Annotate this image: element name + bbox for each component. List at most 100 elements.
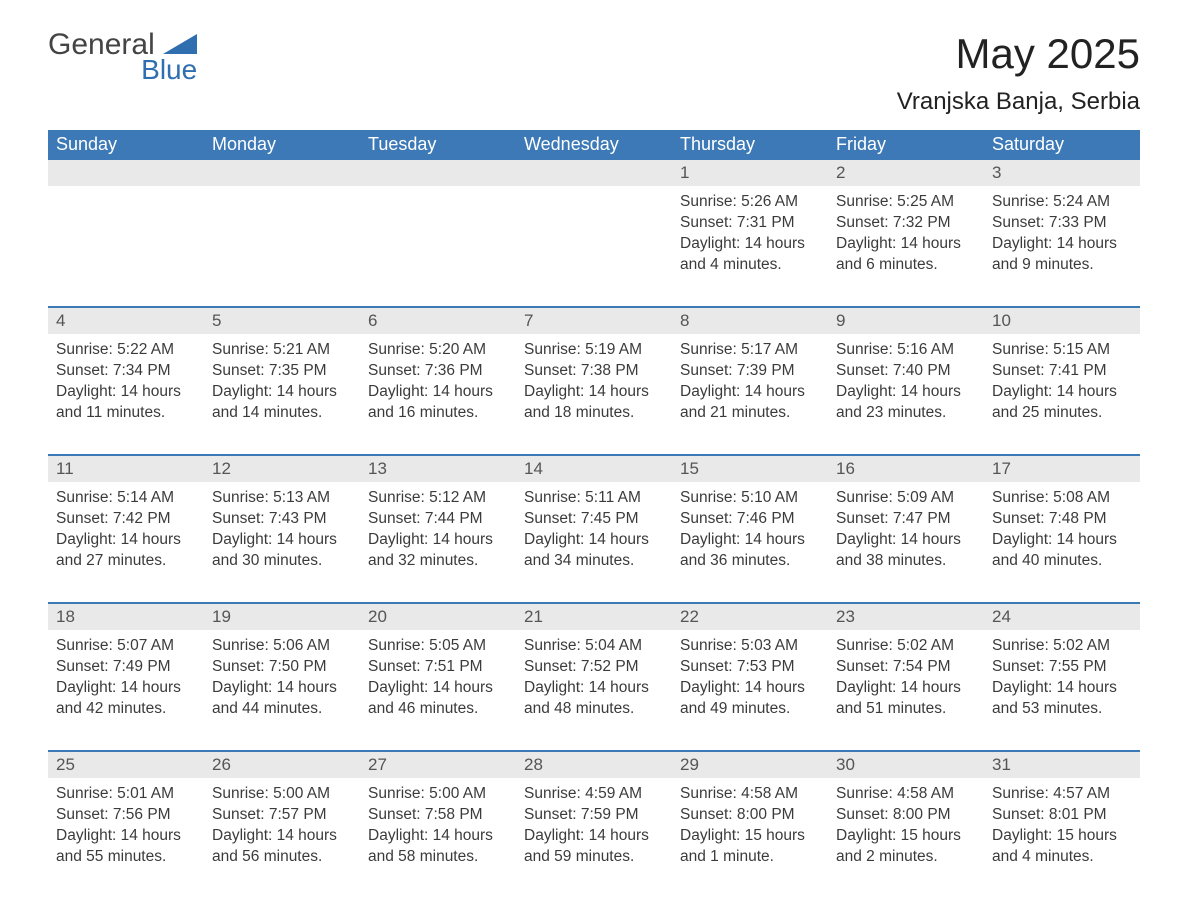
weekday-header: Monday [204,130,360,160]
sunset-line: Sunset: 7:44 PM [368,509,508,530]
sunrise-line: Sunrise: 5:20 AM [368,340,508,361]
calendar-week: 25262728293031Sunrise: 5:01 AMSunset: 7:… [48,750,1140,878]
sunset-line: Sunset: 7:55 PM [992,657,1132,678]
day-number [204,160,360,186]
day-number: 9 [828,308,984,334]
day-cell [48,186,204,286]
day-cell: Sunrise: 4:58 AMSunset: 8:00 PMDaylight:… [672,778,828,878]
day-cell: Sunrise: 5:00 AMSunset: 7:57 PMDaylight:… [204,778,360,878]
sunrise-line: Sunrise: 4:58 AM [836,784,976,805]
daylight-line: Daylight: 14 hours and 30 minutes. [212,530,352,572]
sunrise-line: Sunrise: 5:25 AM [836,192,976,213]
daylight-line: Daylight: 14 hours and 11 minutes. [56,382,196,424]
day-cell [204,186,360,286]
weekday-header: Tuesday [360,130,516,160]
day-number: 26 [204,752,360,778]
sunrise-line: Sunrise: 5:19 AM [524,340,664,361]
day-cell: Sunrise: 5:15 AMSunset: 7:41 PMDaylight:… [984,334,1140,434]
daylight-line: Daylight: 14 hours and 42 minutes. [56,678,196,720]
daylight-line: Daylight: 14 hours and 48 minutes. [524,678,664,720]
sunrise-line: Sunrise: 5:11 AM [524,488,664,509]
day-cell [360,186,516,286]
sunrise-line: Sunrise: 5:04 AM [524,636,664,657]
sunrise-line: Sunrise: 4:58 AM [680,784,820,805]
day-cell: Sunrise: 5:22 AMSunset: 7:34 PMDaylight:… [48,334,204,434]
day-number: 1 [672,160,828,186]
location-subtitle: Vranjska Banja, Serbia [897,88,1140,116]
day-number: 17 [984,456,1140,482]
day-number: 27 [360,752,516,778]
sunset-line: Sunset: 7:38 PM [524,361,664,382]
daylight-line: Daylight: 14 hours and 21 minutes. [680,382,820,424]
day-cell: Sunrise: 5:26 AMSunset: 7:31 PMDaylight:… [672,186,828,286]
day-number: 29 [672,752,828,778]
sunset-line: Sunset: 7:31 PM [680,213,820,234]
day-cell: Sunrise: 5:02 AMSunset: 7:55 PMDaylight:… [984,630,1140,730]
sunset-line: Sunset: 7:42 PM [56,509,196,530]
day-number: 25 [48,752,204,778]
day-number: 23 [828,604,984,630]
day-number: 2 [828,160,984,186]
sunrise-line: Sunrise: 5:02 AM [992,636,1132,657]
day-cell: Sunrise: 5:00 AMSunset: 7:58 PMDaylight:… [360,778,516,878]
day-cell: Sunrise: 5:24 AMSunset: 7:33 PMDaylight:… [984,186,1140,286]
day-cell: Sunrise: 5:19 AMSunset: 7:38 PMDaylight:… [516,334,672,434]
daylight-line: Daylight: 14 hours and 34 minutes. [524,530,664,572]
sunrise-line: Sunrise: 5:06 AM [212,636,352,657]
day-cell: Sunrise: 5:08 AMSunset: 7:48 PMDaylight:… [984,482,1140,582]
daylight-line: Daylight: 14 hours and 27 minutes. [56,530,196,572]
sunset-line: Sunset: 7:46 PM [680,509,820,530]
sunset-line: Sunset: 7:40 PM [836,361,976,382]
calendar-week: 123Sunrise: 5:26 AMSunset: 7:31 PMDaylig… [48,160,1140,286]
day-cell: Sunrise: 5:04 AMSunset: 7:52 PMDaylight:… [516,630,672,730]
day-cell: Sunrise: 5:06 AMSunset: 7:50 PMDaylight:… [204,630,360,730]
daylight-line: Daylight: 14 hours and 32 minutes. [368,530,508,572]
sunrise-line: Sunrise: 4:59 AM [524,784,664,805]
sunset-line: Sunset: 7:41 PM [992,361,1132,382]
daylight-line: Daylight: 14 hours and 6 minutes. [836,234,976,276]
day-number-row: 123 [48,160,1140,186]
daylight-line: Daylight: 15 hours and 4 minutes. [992,826,1132,868]
sunset-line: Sunset: 8:01 PM [992,805,1132,826]
day-number: 19 [204,604,360,630]
day-number: 10 [984,308,1140,334]
day-number: 16 [828,456,984,482]
sunset-line: Sunset: 7:35 PM [212,361,352,382]
sunrise-line: Sunrise: 5:22 AM [56,340,196,361]
weekday-header: Sunday [48,130,204,160]
day-number-row: 11121314151617 [48,456,1140,482]
title-block: May 2025 Vranjska Banja, Serbia [897,30,1140,116]
day-cell: Sunrise: 5:10 AMSunset: 7:46 PMDaylight:… [672,482,828,582]
day-cell: Sunrise: 4:59 AMSunset: 7:59 PMDaylight:… [516,778,672,878]
daylight-line: Daylight: 14 hours and 9 minutes. [992,234,1132,276]
daylight-line: Daylight: 14 hours and 46 minutes. [368,678,508,720]
sunrise-line: Sunrise: 5:17 AM [680,340,820,361]
sunset-line: Sunset: 7:51 PM [368,657,508,678]
day-cell: Sunrise: 5:21 AMSunset: 7:35 PMDaylight:… [204,334,360,434]
day-number [516,160,672,186]
daylight-line: Daylight: 14 hours and 18 minutes. [524,382,664,424]
day-number: 6 [360,308,516,334]
day-number: 21 [516,604,672,630]
sunrise-line: Sunrise: 5:05 AM [368,636,508,657]
daylight-line: Daylight: 14 hours and 53 minutes. [992,678,1132,720]
sunrise-line: Sunrise: 5:24 AM [992,192,1132,213]
day-number-row: 18192021222324 [48,604,1140,630]
day-cell: Sunrise: 5:14 AMSunset: 7:42 PMDaylight:… [48,482,204,582]
day-number: 14 [516,456,672,482]
sunrise-line: Sunrise: 5:21 AM [212,340,352,361]
brand-word-1: General [48,28,155,61]
sunrise-line: Sunrise: 5:12 AM [368,488,508,509]
day-number: 24 [984,604,1140,630]
daylight-line: Daylight: 14 hours and 40 minutes. [992,530,1132,572]
brand-word-2: Blue [141,54,197,85]
sunrise-line: Sunrise: 5:00 AM [368,784,508,805]
day-number: 15 [672,456,828,482]
daylight-line: Daylight: 14 hours and 59 minutes. [524,826,664,868]
weeks-container: 123Sunrise: 5:26 AMSunset: 7:31 PMDaylig… [48,160,1140,878]
day-number: 28 [516,752,672,778]
sunset-line: Sunset: 7:59 PM [524,805,664,826]
day-number: 12 [204,456,360,482]
day-number [48,160,204,186]
weekday-header: Saturday [984,130,1140,160]
